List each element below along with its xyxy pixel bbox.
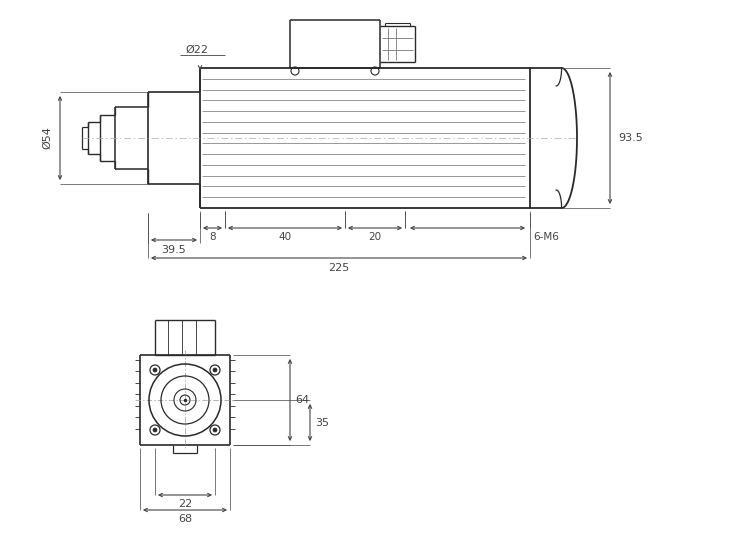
Text: 35: 35: [315, 417, 329, 428]
Circle shape: [213, 428, 217, 432]
Circle shape: [153, 428, 157, 432]
Text: 93.5: 93.5: [618, 133, 643, 143]
Text: 40: 40: [278, 232, 292, 242]
Text: 225: 225: [328, 263, 350, 273]
Text: 64: 64: [295, 395, 309, 405]
Text: 8: 8: [209, 232, 216, 242]
Text: 6-M6: 6-M6: [533, 232, 559, 242]
Text: Ø54: Ø54: [42, 127, 52, 150]
Text: 20: 20: [368, 232, 382, 242]
Text: Ø22: Ø22: [185, 45, 208, 55]
Circle shape: [213, 368, 217, 372]
Circle shape: [153, 368, 157, 372]
Text: 68: 68: [178, 514, 192, 524]
Text: 22: 22: [178, 499, 192, 509]
Text: 39.5: 39.5: [162, 245, 186, 255]
